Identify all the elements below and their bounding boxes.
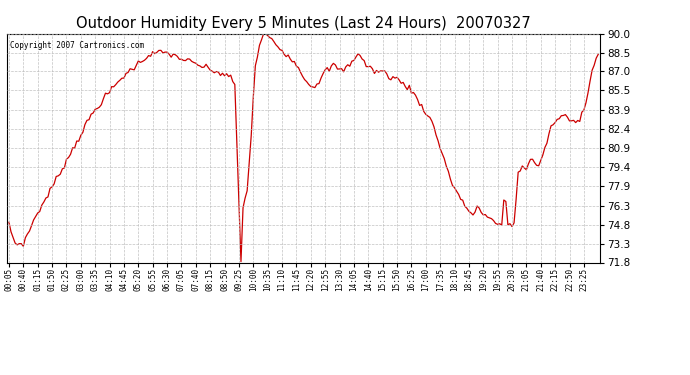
Text: Copyright 2007 Cartronics.com: Copyright 2007 Cartronics.com (10, 40, 144, 50)
Title: Outdoor Humidity Every 5 Minutes (Last 24 Hours)  20070327: Outdoor Humidity Every 5 Minutes (Last 2… (76, 16, 531, 31)
